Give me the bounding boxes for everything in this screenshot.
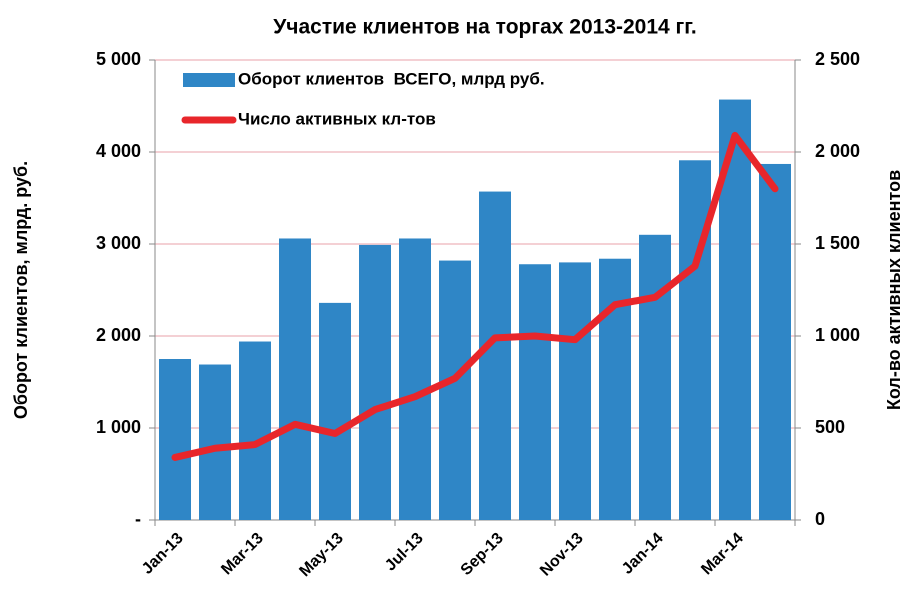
bar (439, 260, 471, 520)
bar (239, 341, 271, 520)
y2-tick-label: 0 (815, 509, 825, 529)
bar (519, 264, 551, 520)
legend-swatch (183, 73, 235, 87)
legend-label: Число активных кл-тов (238, 109, 436, 128)
bar (639, 234, 671, 521)
y2-tick-label: 1 500 (815, 233, 860, 253)
y2-tick-label: 2 000 (815, 141, 860, 161)
bar (279, 238, 311, 521)
bar (399, 238, 431, 521)
x-tick-label: Sep-13 (458, 530, 507, 579)
bar (759, 163, 791, 520)
bar (199, 364, 231, 520)
x-tick-label: Nov-13 (537, 530, 587, 580)
y-tick-label: 3 000 (96, 233, 141, 253)
x-tick-label: Jul-13 (382, 530, 427, 575)
y2-axis-title: Кол-во активных клиентов (884, 170, 904, 410)
legend-label: Оборот клиентов ВСЕГО, млрд руб. (238, 69, 545, 88)
chart-title: Участие клиентов на торгах 2013-2014 гг. (273, 16, 697, 39)
y-tick-label: - (135, 509, 141, 529)
x-tick-label: Jan-14 (619, 530, 667, 578)
bar (599, 258, 631, 520)
bar (679, 160, 711, 520)
y-tick-label: 5 000 (96, 49, 141, 69)
y-tick-label: 4 000 (96, 141, 141, 161)
bar (559, 262, 591, 520)
y2-tick-label: 2 500 (815, 49, 860, 69)
bar (479, 191, 511, 520)
y-tick-label: 2 000 (96, 325, 141, 345)
x-tick-label: Mar-14 (698, 530, 747, 579)
y-axis-title: Оборот клиентов, млрд. руб. (11, 161, 31, 419)
x-tick-label: Jan-13 (139, 530, 187, 578)
y2-tick-label: 1 000 (815, 325, 860, 345)
y2-tick-label: 500 (815, 417, 845, 437)
y-tick-label: 1 000 (96, 417, 141, 437)
x-tick-label: Mar-13 (218, 530, 267, 579)
bar (159, 359, 191, 520)
line (171, 131, 779, 461)
x-tick-label: May-13 (296, 530, 346, 580)
bar (319, 302, 351, 520)
bar (359, 244, 391, 521)
